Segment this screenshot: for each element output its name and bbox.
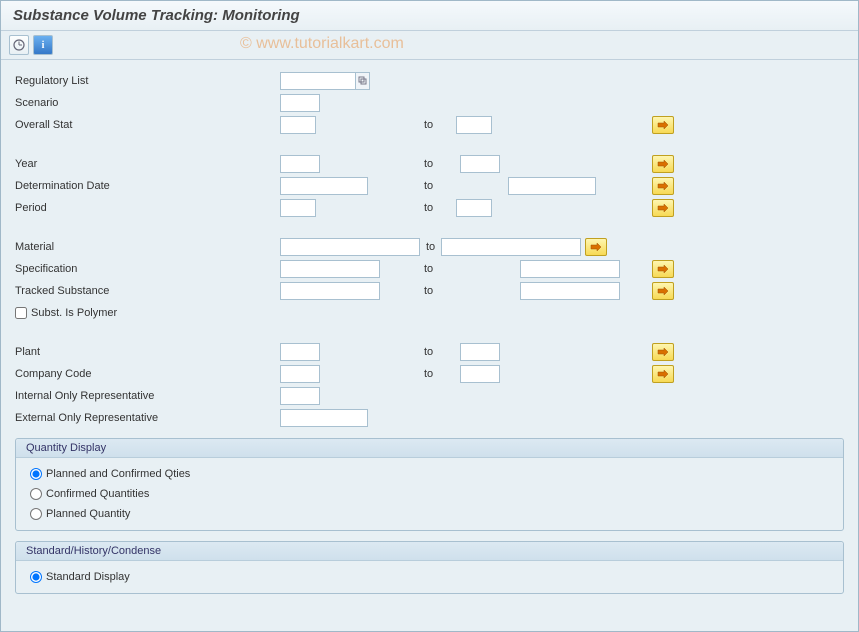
multi-select-icon[interactable] xyxy=(652,343,674,361)
overall-stat-to-input[interactable] xyxy=(456,116,492,134)
planned-radio[interactable] xyxy=(30,508,42,520)
subst-polymer-label: Subst. Is Polymer xyxy=(31,307,117,319)
overall-stat-from-input[interactable] xyxy=(280,116,316,134)
info-button[interactable]: i xyxy=(33,35,53,55)
multi-select-icon[interactable] xyxy=(585,238,607,256)
multi-select-icon[interactable] xyxy=(652,116,674,134)
to-label: to xyxy=(424,158,433,170)
company-code-label: Company Code xyxy=(15,368,280,380)
internal-rep-label: Internal Only Representative xyxy=(15,390,280,402)
to-label: to xyxy=(424,346,433,358)
determination-date-label: Determination Date xyxy=(15,180,280,192)
period-label: Period xyxy=(15,202,280,214)
plant-label: Plant xyxy=(15,346,280,358)
quantity-display-group: Quantity Display Planned and Confirmed Q… xyxy=(15,438,844,531)
standard-display-label: Standard Display xyxy=(46,571,130,583)
to-label: to xyxy=(424,263,433,275)
multi-select-icon[interactable] xyxy=(652,155,674,173)
tracked-substance-to-input[interactable] xyxy=(520,282,620,300)
multi-select-icon[interactable] xyxy=(652,177,674,195)
period-from-input[interactable] xyxy=(280,199,316,217)
company-code-from-input[interactable] xyxy=(280,365,320,383)
determination-date-from-input[interactable] xyxy=(280,177,368,195)
confirmed-label: Confirmed Quantities xyxy=(46,488,149,500)
toolbar: i xyxy=(1,31,858,60)
period-to-input[interactable] xyxy=(456,199,492,217)
to-label: to xyxy=(424,180,433,192)
year-to-input[interactable] xyxy=(460,155,500,173)
year-label: Year xyxy=(15,158,280,170)
specification-to-input[interactable] xyxy=(520,260,620,278)
planned-confirmed-label: Planned and Confirmed Qties xyxy=(46,468,190,480)
determination-date-to-input[interactable] xyxy=(508,177,596,195)
quantity-display-title: Quantity Display xyxy=(16,439,843,458)
confirmed-radio[interactable] xyxy=(30,488,42,500)
regulatory-list-input[interactable] xyxy=(280,72,356,90)
external-rep-label: External Only Representative xyxy=(15,412,280,424)
form-content: Regulatory List Scenario Overall Stat to… xyxy=(1,60,858,604)
to-label: to xyxy=(424,285,433,297)
specification-from-input[interactable] xyxy=(280,260,380,278)
page-title: Substance Volume Tracking: Monitoring xyxy=(1,1,858,31)
regulatory-list-label: Regulatory List xyxy=(15,75,280,87)
material-to-input[interactable] xyxy=(441,238,581,256)
internal-rep-input[interactable] xyxy=(280,387,320,405)
plant-from-input[interactable] xyxy=(280,343,320,361)
scenario-label: Scenario xyxy=(15,97,280,109)
multi-select-icon[interactable] xyxy=(652,282,674,300)
material-label: Material xyxy=(15,241,280,253)
standard-history-title: Standard/History/Condense xyxy=(16,542,843,561)
to-label: to xyxy=(424,368,433,380)
to-label: to xyxy=(424,119,433,131)
subst-polymer-row: Subst. Is Polymer xyxy=(15,307,280,319)
company-code-to-input[interactable] xyxy=(460,365,500,383)
tracked-substance-from-input[interactable] xyxy=(280,282,380,300)
scenario-input[interactable] xyxy=(280,94,320,112)
overall-stat-label: Overall Stat xyxy=(15,119,280,131)
planned-confirmed-radio[interactable] xyxy=(30,468,42,480)
multi-select-icon[interactable] xyxy=(652,260,674,278)
subst-polymer-checkbox[interactable] xyxy=(15,307,27,319)
specification-label: Specification xyxy=(15,263,280,275)
standard-display-radio[interactable] xyxy=(30,571,42,583)
material-from-input[interactable] xyxy=(280,238,420,256)
multi-select-icon[interactable] xyxy=(652,365,674,383)
search-help-icon[interactable] xyxy=(356,72,370,90)
year-from-input[interactable] xyxy=(280,155,320,173)
planned-label: Planned Quantity xyxy=(46,508,130,520)
multi-select-icon[interactable] xyxy=(652,199,674,217)
tracked-substance-label: Tracked Substance xyxy=(15,285,280,297)
to-label: to xyxy=(426,241,435,253)
execute-button[interactable] xyxy=(9,35,29,55)
to-label: to xyxy=(424,202,433,214)
plant-to-input[interactable] xyxy=(460,343,500,361)
standard-history-group: Standard/History/Condense Standard Displ… xyxy=(15,541,844,594)
external-rep-input[interactable] xyxy=(280,409,368,427)
